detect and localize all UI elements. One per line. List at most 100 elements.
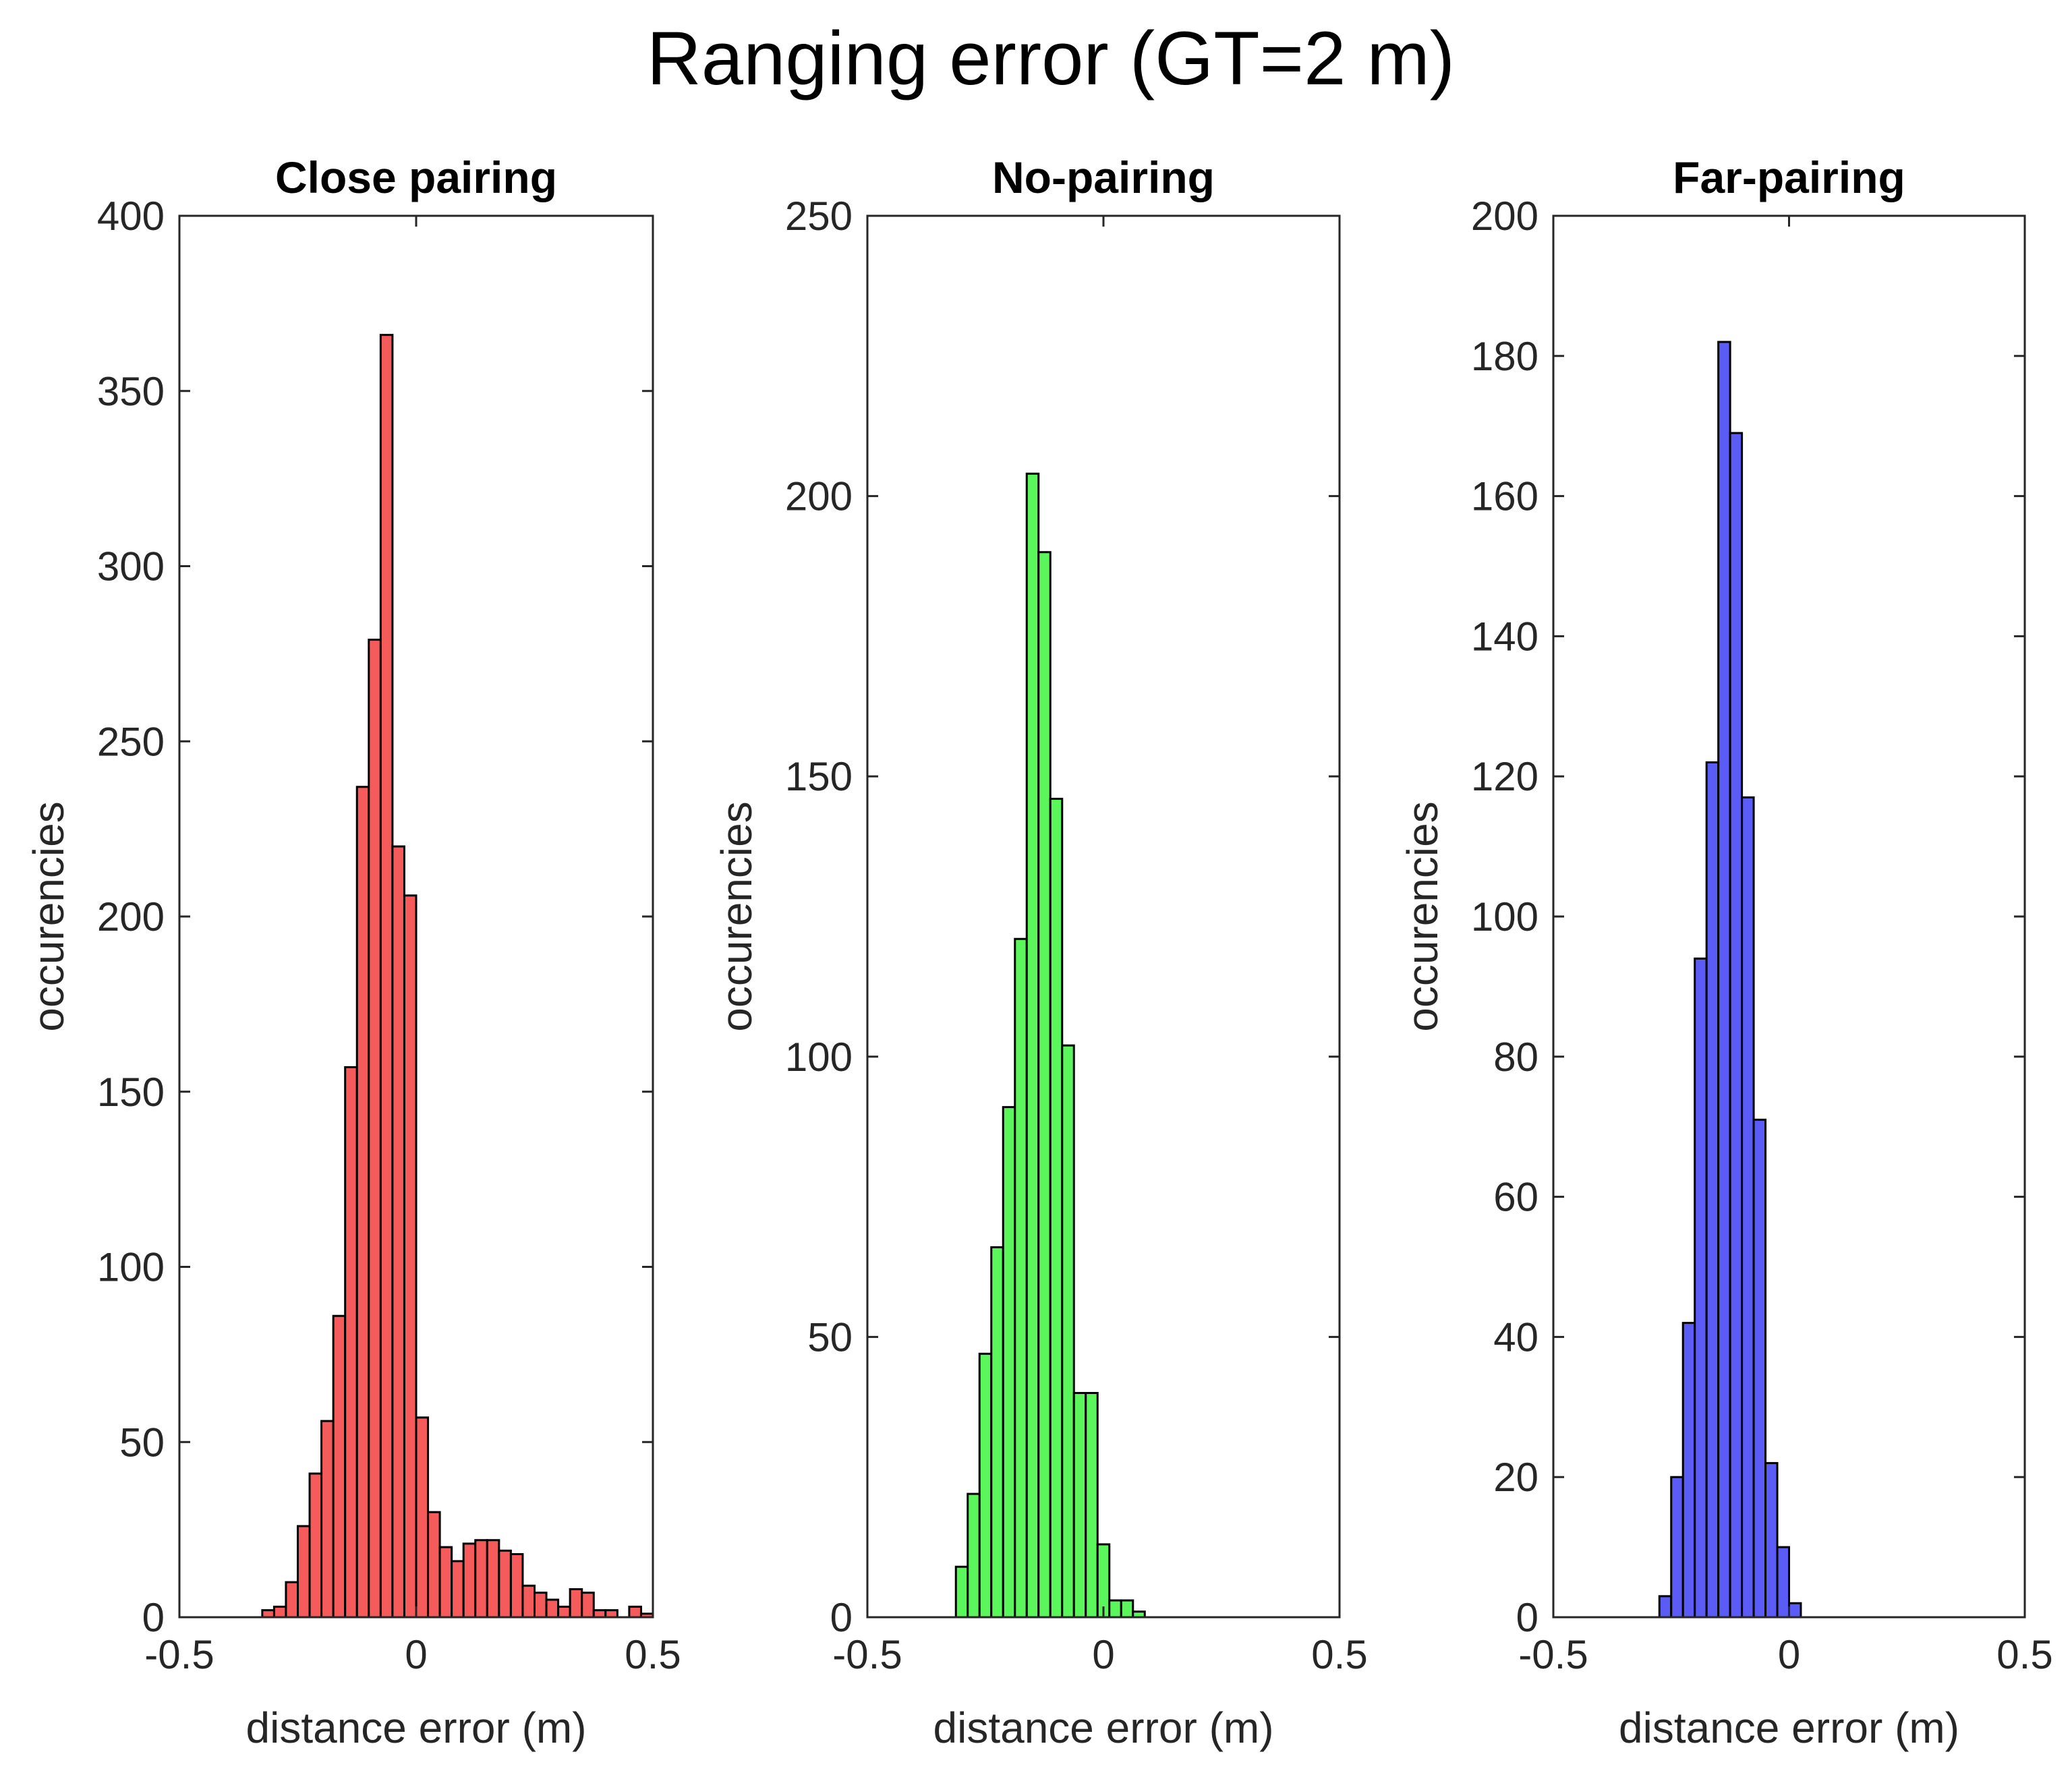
close-pairing-bar — [498, 1549, 512, 1619]
no-pairing-ylabel: occurencies — [712, 801, 761, 1032]
close-pairing-bar — [379, 334, 394, 1619]
no-pairing-bar — [1096, 1543, 1111, 1619]
far-pairing-bar — [1658, 1595, 1673, 1619]
close-pairing-ytick-label: 50 — [119, 1420, 165, 1465]
far-pairing-bar — [1776, 1546, 1790, 1619]
far-pairing-ylabel: occurencies — [1398, 801, 1447, 1032]
close-pairing-bar — [557, 1605, 571, 1619]
far-pairing-ytick-label: 160 — [1471, 474, 1538, 519]
close-pairing-ytick-label: 100 — [97, 1245, 165, 1290]
far-pairing-xtick-label: 0.5 — [1996, 1632, 2052, 1677]
far-pairing-bar — [1764, 1461, 1779, 1619]
close-pairing-bar — [569, 1588, 583, 1619]
far-pairing-ytick-label: 0 — [1516, 1595, 1538, 1640]
close-pairing-bar — [261, 1609, 275, 1619]
far-pairing-ytick-label: 120 — [1471, 754, 1538, 799]
no-pairing-bar — [1025, 472, 1040, 1619]
far-pairing-ytick-label: 60 — [1493, 1175, 1538, 1220]
no-pairing-xtick-label: -0.5 — [832, 1632, 902, 1677]
close-pairing-bar — [391, 845, 405, 1619]
no-pairing-bar — [967, 1492, 981, 1619]
far-pairing-ytick-label: 200 — [1471, 194, 1538, 239]
close-pairing-ytick-label: 150 — [97, 1070, 165, 1115]
close-pairing-bar — [344, 1066, 358, 1619]
far-pairing-xtick-label: -0.5 — [1518, 1632, 1588, 1677]
no-pairing-xtick-label: 0.5 — [1311, 1632, 1367, 1677]
far-pairing-ytick-label: 140 — [1471, 614, 1538, 659]
close-pairing-bar — [355, 786, 370, 1619]
no-pairing-bar — [1014, 937, 1028, 1619]
no-pairing-ytick-label: 0 — [830, 1595, 853, 1640]
close-pairing-ytick-label: 0 — [142, 1595, 165, 1640]
no-pairing-bar — [1049, 797, 1064, 1619]
close-pairing-bar — [545, 1598, 560, 1619]
close-pairing-ytick-label: 300 — [97, 544, 165, 589]
close-pairing-bar — [308, 1472, 323, 1619]
close-pairing-ytick-label: 200 — [97, 894, 165, 939]
close-pairing-bar — [604, 1609, 618, 1619]
far-pairing-ytick-label: 80 — [1493, 1035, 1538, 1080]
no-pairing-bar — [1120, 1599, 1134, 1619]
no-pairing-xtick-label: 0 — [1092, 1632, 1114, 1677]
no-pairing-bar — [978, 1352, 993, 1619]
figure-title: Ranging error (GT=2 m) — [647, 16, 1455, 100]
no-pairing-ytick-label: 200 — [785, 474, 853, 519]
close-pairing-bar — [462, 1542, 477, 1619]
close-pairing-bar — [534, 1592, 548, 1619]
close-pairing-bar — [521, 1584, 536, 1619]
close-pairing-bar — [415, 1416, 430, 1619]
no-pairing-axes-frame — [866, 214, 1341, 1619]
close-pairing-bar — [592, 1609, 607, 1619]
close-pairing-bar — [438, 1546, 453, 1619]
far-pairing-xtick-label: 0 — [1778, 1632, 1800, 1677]
close-pairing-xtick-label: 0 — [405, 1632, 427, 1677]
close-pairing-xtick-label: -0.5 — [144, 1632, 214, 1677]
no-pairing-ytick-label: 150 — [785, 754, 853, 799]
close-pairing-ytick-label: 350 — [97, 369, 165, 414]
far-pairing-bar — [1717, 341, 1731, 1619]
no-pairing-bar — [1002, 1106, 1016, 1619]
close-pairing-ylabel: occurencies — [24, 801, 73, 1032]
close-pairing-bar — [272, 1605, 287, 1619]
far-pairing-title: Far-pairing — [1673, 152, 1905, 202]
far-pairing-bar — [1788, 1602, 1802, 1619]
close-pairing-title: Close pairing — [275, 152, 557, 202]
no-pairing-bar — [954, 1565, 969, 1619]
close-pairing-bar — [451, 1560, 465, 1619]
close-pairing-bar — [368, 639, 382, 1619]
far-pairing-ytick-label: 20 — [1493, 1455, 1538, 1500]
no-pairing-ytick-label: 50 — [807, 1314, 853, 1360]
close-pairing-bar — [486, 1539, 500, 1619]
far-pairing-bar — [1694, 957, 1708, 1619]
far-pairing-bar — [1741, 796, 1755, 1619]
close-pairing-ytick-label: 250 — [97, 719, 165, 764]
close-pairing-xlabel: distance error (m) — [246, 1704, 587, 1752]
no-pairing-bar — [1085, 1392, 1099, 1619]
no-pairing-bar — [1061, 1044, 1075, 1619]
far-pairing-ytick-label: 180 — [1471, 334, 1538, 379]
far-pairing-axes-frame — [1552, 214, 2026, 1619]
close-pairing-bar — [320, 1420, 335, 1619]
no-pairing-bar — [1037, 551, 1052, 1619]
close-pairing-bar — [628, 1605, 642, 1619]
far-pairing-xlabel: distance error (m) — [1619, 1704, 1959, 1752]
far-pairing-bar — [1729, 432, 1744, 1619]
far-pairing-ytick-label: 40 — [1493, 1314, 1538, 1360]
far-pairing-bar — [1681, 1322, 1696, 1619]
close-pairing-bar — [285, 1581, 299, 1619]
close-pairing-bar — [403, 894, 418, 1619]
no-pairing-xlabel: distance error (m) — [933, 1704, 1274, 1752]
no-pairing-bar — [1108, 1599, 1122, 1619]
close-pairing-xtick-label: 0.5 — [625, 1632, 681, 1677]
far-pairing-bar — [1705, 761, 1720, 1619]
no-pairing-ytick-label: 100 — [785, 1035, 853, 1080]
far-pairing-ytick-label: 100 — [1471, 894, 1538, 939]
no-pairing-title: No-pairing — [992, 152, 1215, 202]
close-pairing-bar — [332, 1314, 347, 1619]
no-pairing-bar — [1072, 1392, 1087, 1619]
no-pairing-ytick-label: 250 — [785, 194, 853, 239]
close-pairing-ytick-label: 400 — [97, 194, 165, 239]
